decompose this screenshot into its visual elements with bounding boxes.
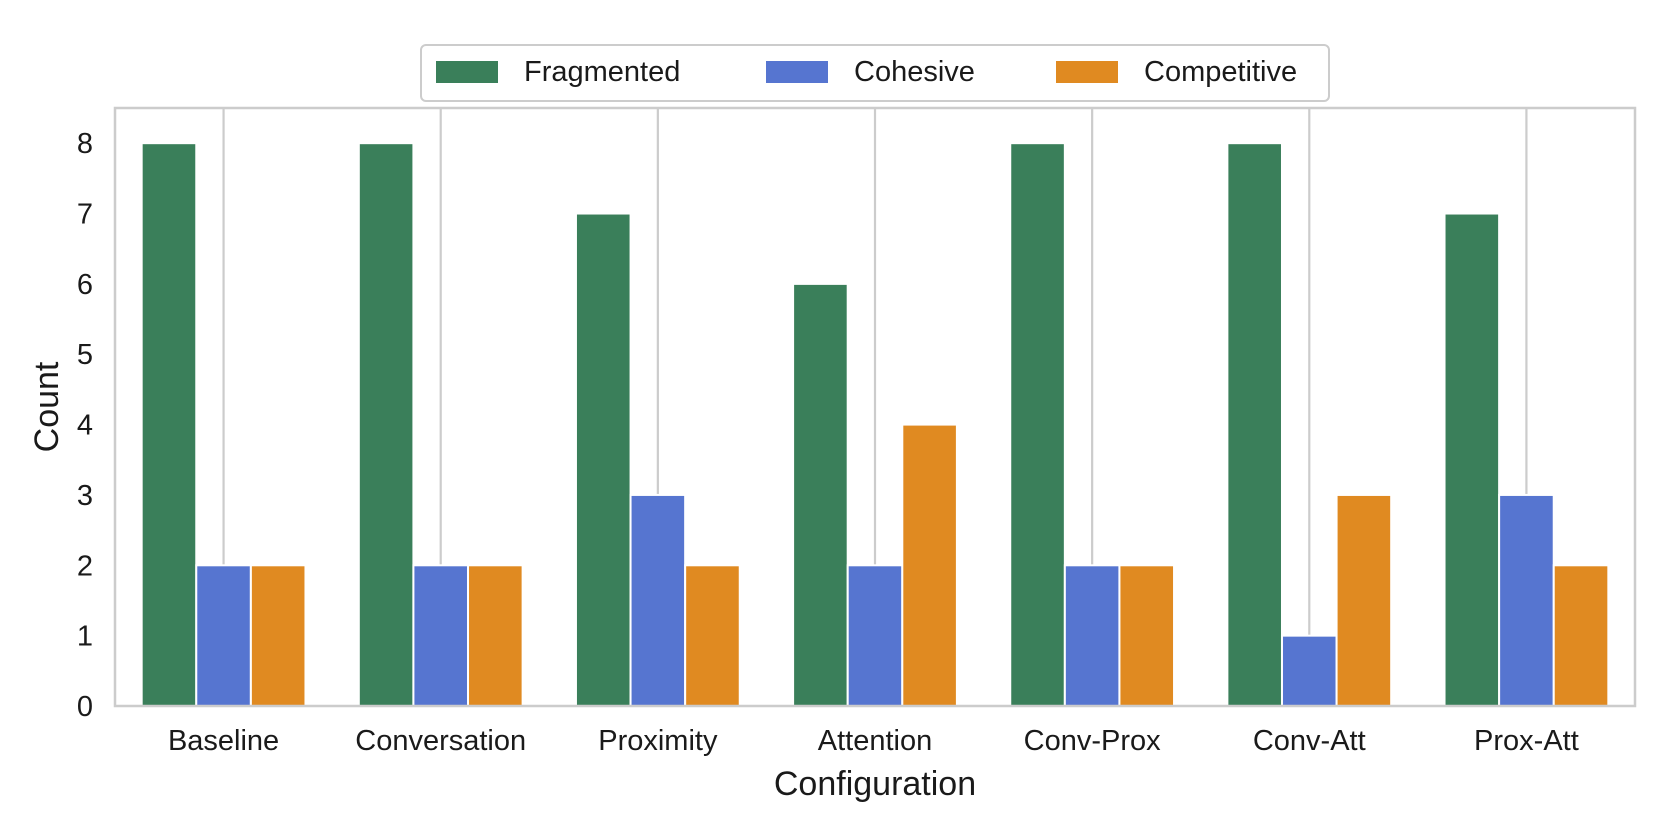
x-tick-label: Conv-Att	[1253, 725, 1366, 757]
bar-competitive-proximity	[684, 564, 741, 708]
y-tick-labels: 0 1 2 3 4 5 6 7 8	[77, 128, 93, 723]
legend-label-cohesive: Cohesive	[854, 56, 975, 88]
legend-label-fragmented: Fragmented	[524, 56, 680, 88]
legend-swatch-competitive	[1056, 61, 1118, 83]
x-tick-label: Baseline	[168, 725, 279, 757]
bar-cohesive-proximity	[629, 493, 687, 707]
y-axis-title: Count	[28, 361, 66, 452]
y-tick-label: 4	[77, 410, 93, 442]
bar-cohesive-conv-att	[1280, 634, 1338, 707]
bars	[140, 142, 1610, 708]
bar-competitive-prox-att	[1552, 564, 1610, 708]
legend-frame	[420, 44, 1330, 102]
x-tick-label: Conversation	[355, 725, 526, 757]
x-tick-label: Conv-Prox	[1024, 725, 1161, 757]
legend-swatch-fragmented	[436, 61, 498, 83]
bar-fragmented-conversation	[357, 142, 415, 708]
bar-cohesive-prox-att	[1498, 493, 1555, 707]
y-tick-label: 3	[77, 480, 93, 512]
x-tick-label: Prox-Att	[1474, 725, 1579, 757]
y-tick-label: 1	[77, 621, 93, 653]
y-tick-label: 5	[77, 339, 93, 371]
x-tick-label: Attention	[818, 725, 932, 757]
bar-fragmented-baseline	[140, 142, 198, 708]
y-tick-label: 8	[77, 128, 93, 160]
y-tick-label: 0	[77, 691, 93, 723]
legend-swatch-cohesive	[766, 61, 828, 83]
bar-competitive-conv-att	[1335, 493, 1393, 707]
bar-fragmented-proximity	[574, 212, 632, 707]
x-axis-title: Configuration	[774, 765, 976, 803]
bar-fragmented-prox-att	[1443, 212, 1501, 707]
y-tick-label: 6	[77, 269, 93, 301]
x-tick-label: Proximity	[598, 725, 718, 757]
grid-lines	[222, 108, 1528, 706]
bar-cohesive-attention	[846, 564, 904, 708]
bar-cohesive-conv-prox	[1063, 564, 1121, 708]
x-tick-labels: Baseline Conversation Proximity Attention Co…	[168, 725, 1579, 757]
bar-fragmented-attention	[792, 282, 849, 707]
bar-fragmented-conv-att	[1226, 142, 1283, 708]
bar-competitive-conversation	[467, 564, 524, 708]
plot-frame	[113, 106, 1637, 708]
legend: Fragmented Cohesive Competitive	[420, 44, 1330, 102]
bar-competitive-attention	[901, 423, 958, 707]
y-tick-label: 7	[77, 199, 93, 231]
legend-label-competitive: Competitive	[1144, 56, 1297, 88]
y-tick-label: 2	[77, 550, 93, 582]
bar-cohesive-baseline	[195, 564, 252, 708]
bar-cohesive-conversation	[412, 564, 470, 708]
bar-fragmented-conv-prox	[1009, 142, 1066, 708]
bar-competitive-baseline	[249, 564, 307, 708]
bar-competitive-conv-prox	[1118, 564, 1176, 708]
